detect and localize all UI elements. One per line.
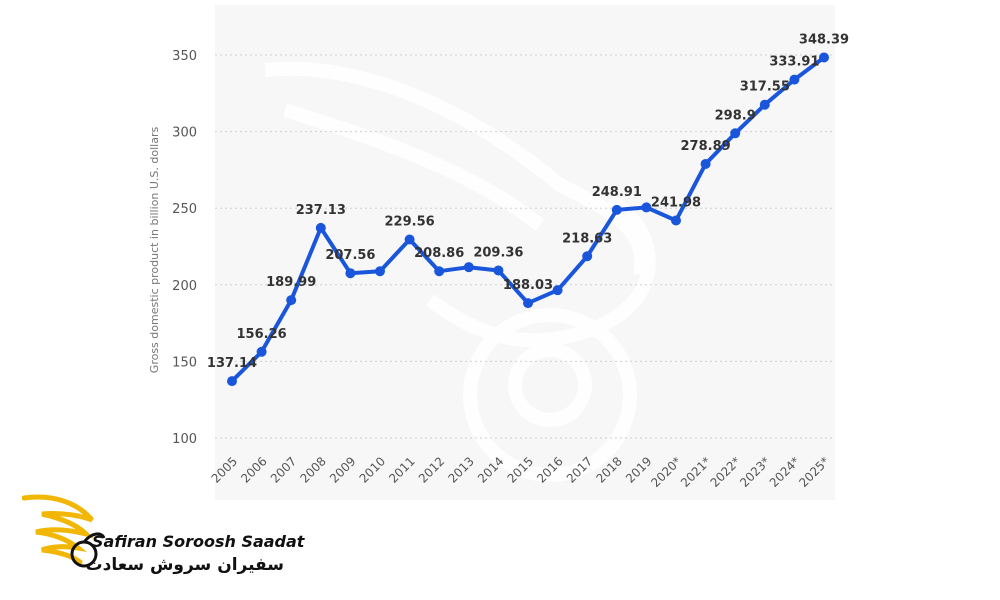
data-point	[730, 128, 741, 139]
data-point	[611, 204, 622, 215]
data-labels: 137.14 156.26 189.99 237.13 207.56 229.56 208.…	[207, 32, 849, 371]
data-label: 237.13	[296, 203, 346, 218]
data-point	[404, 234, 415, 245]
data-label: 317.55	[740, 80, 790, 95]
data-label: 189.99	[266, 275, 316, 290]
data-label: 209.36	[473, 245, 523, 260]
data-point	[641, 202, 652, 213]
data-point	[315, 222, 326, 233]
y-tick-label: 350	[172, 49, 197, 64]
data-point	[434, 266, 445, 277]
data-label: 188.03	[503, 278, 553, 293]
y-axis: 100 150 200 250 300 350	[172, 49, 197, 447]
data-point	[789, 74, 800, 85]
y-tick-label: 300	[172, 126, 197, 141]
data-label: 298.9	[715, 108, 756, 123]
wing-swan-logo-icon	[22, 494, 106, 568]
data-label: 218.63	[562, 231, 612, 246]
data-point	[759, 99, 770, 110]
data-point	[552, 285, 563, 296]
data-point	[463, 262, 474, 273]
data-label: 208.86	[414, 246, 464, 261]
y-tick-label: 250	[172, 202, 197, 217]
y-axis-label: Gross domestic product in billion U.S. d…	[148, 127, 161, 374]
data-point	[700, 158, 711, 169]
y-tick-label: 200	[172, 279, 197, 294]
data-point	[493, 265, 504, 276]
data-label: 229.56	[385, 215, 435, 230]
y-tick-label: 150	[172, 355, 197, 370]
data-point	[227, 376, 237, 387]
data-point	[345, 268, 356, 279]
data-label: 156.26	[237, 327, 287, 342]
data-point	[523, 298, 533, 309]
data-label: 207.56	[325, 248, 375, 263]
data-point	[375, 266, 385, 277]
data-point	[256, 346, 267, 357]
data-label: 333.91	[769, 55, 819, 70]
watermark-swan	[264, 61, 656, 482]
data-point	[671, 215, 681, 226]
brand-name-persian: سفیران سروش سعادت	[85, 555, 284, 575]
data-label: 241.98	[651, 195, 701, 210]
data-label: 248.91	[592, 185, 642, 200]
y-tick-label: 100	[172, 432, 197, 447]
brand-name-english: Safiran Soroosh Saadat	[92, 532, 305, 551]
data-point	[286, 295, 297, 306]
data-label: 137.14	[207, 356, 257, 371]
data-label: 278.89	[681, 139, 731, 154]
data-points	[227, 52, 829, 387]
data-point	[582, 251, 593, 262]
data-label: 348.39	[799, 32, 849, 47]
data-point	[819, 52, 829, 63]
